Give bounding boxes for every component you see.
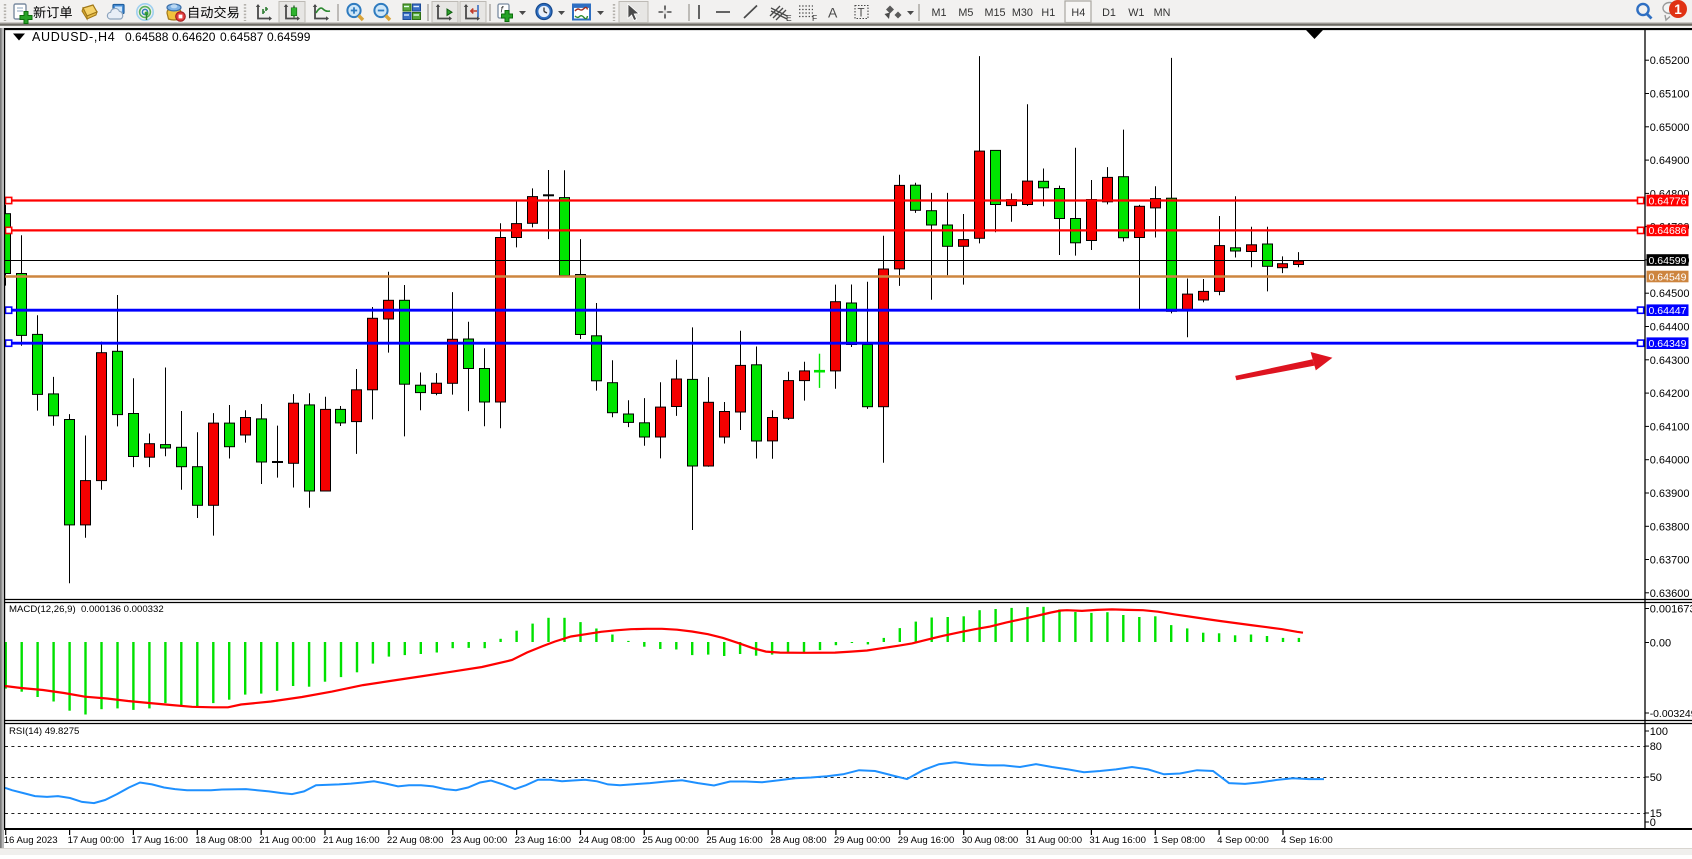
svg-text:31 Aug 00:00: 31 Aug 00:00 xyxy=(1026,835,1083,846)
svg-text:T: T xyxy=(858,8,865,20)
svg-text:0.64300: 0.64300 xyxy=(1650,355,1690,367)
svg-text:0.64776: 0.64776 xyxy=(1649,195,1687,207)
svg-text:0.65200: 0.65200 xyxy=(1650,55,1690,67)
svg-text:D1: D1 xyxy=(1102,7,1116,19)
svg-text:29 Aug 16:00: 29 Aug 16:00 xyxy=(898,835,955,846)
svg-text:H1: H1 xyxy=(1041,7,1055,19)
svg-text:A: A xyxy=(828,5,838,21)
svg-text:29 Aug 00:00: 29 Aug 00:00 xyxy=(834,835,891,846)
svg-text:0.001673: 0.001673 xyxy=(1650,604,1692,616)
svg-text:100: 100 xyxy=(1650,726,1668,738)
svg-text:0.64549: 0.64549 xyxy=(1649,271,1687,283)
svg-text:0.64000: 0.64000 xyxy=(1650,455,1690,467)
svg-text:25 Aug 00:00: 25 Aug 00:00 xyxy=(642,835,699,846)
svg-text:0.64500: 0.64500 xyxy=(1650,288,1690,300)
svg-text:0.63800: 0.63800 xyxy=(1650,521,1690,533)
svg-text:23 Aug 00:00: 23 Aug 00:00 xyxy=(451,835,508,846)
svg-text:0.64686: 0.64686 xyxy=(1649,225,1687,237)
svg-text:MN: MN xyxy=(1154,7,1171,19)
svg-text:0.63600: 0.63600 xyxy=(1650,588,1690,600)
svg-text:17 Aug 00:00: 17 Aug 00:00 xyxy=(68,835,125,846)
svg-text:1: 1 xyxy=(1674,2,1682,17)
svg-text:4 Sep 00:00: 4 Sep 00:00 xyxy=(1217,835,1269,846)
svg-text:0.63900: 0.63900 xyxy=(1650,488,1690,500)
svg-text:25 Aug 16:00: 25 Aug 16:00 xyxy=(706,835,763,846)
svg-text:H4: H4 xyxy=(1071,7,1085,19)
svg-text:0.63700: 0.63700 xyxy=(1650,555,1690,567)
svg-text:0.64200: 0.64200 xyxy=(1650,388,1690,400)
svg-text:0.64400: 0.64400 xyxy=(1650,322,1690,334)
svg-text:AUDUSD-,H4: AUDUSD-,H4 xyxy=(32,30,115,44)
svg-text:0.64587: 0.64587 xyxy=(220,30,264,44)
svg-text:28 Aug 08:00: 28 Aug 08:00 xyxy=(770,835,827,846)
svg-text:21 Aug 16:00: 21 Aug 16:00 xyxy=(323,835,380,846)
svg-text:21 Aug 00:00: 21 Aug 00:00 xyxy=(259,835,316,846)
svg-text:0.64620: 0.64620 xyxy=(172,30,216,44)
svg-text:30 Aug 08:00: 30 Aug 08:00 xyxy=(962,835,1019,846)
svg-text:0.64349: 0.64349 xyxy=(1649,338,1687,350)
svg-text:0.64599: 0.64599 xyxy=(1649,255,1687,267)
svg-text:0.64599: 0.64599 xyxy=(267,30,311,44)
svg-text:0.64447: 0.64447 xyxy=(1649,305,1687,317)
svg-text:M30: M30 xyxy=(1012,7,1033,19)
svg-text:24 Aug 08:00: 24 Aug 08:00 xyxy=(579,835,636,846)
svg-text:0.00: 0.00 xyxy=(1650,638,1671,650)
svg-text:1 Sep 08:00: 1 Sep 08:00 xyxy=(1153,835,1205,846)
svg-text:4 Sep 16:00: 4 Sep 16:00 xyxy=(1281,835,1333,846)
svg-text:-0.003249: -0.003249 xyxy=(1650,709,1692,720)
svg-text:0.64900: 0.64900 xyxy=(1650,155,1690,167)
svg-text:50: 50 xyxy=(1650,772,1662,784)
svg-text:23 Aug 16:00: 23 Aug 16:00 xyxy=(515,835,572,846)
svg-text:E: E xyxy=(786,13,792,23)
svg-text:f: f xyxy=(501,5,505,15)
svg-text:31 Aug 16:00: 31 Aug 16:00 xyxy=(1089,835,1146,846)
svg-text:MACD(12,26,9) 0.000136 0.0003: MACD(12,26,9) 0.000136 0.000332 xyxy=(9,604,164,615)
svg-text:16 Aug 2023: 16 Aug 2023 xyxy=(4,835,58,846)
svg-text:22 Aug 08:00: 22 Aug 08:00 xyxy=(387,835,444,846)
svg-text:RSI(14) 49.8275: RSI(14) 49.8275 xyxy=(9,726,79,737)
svg-text:15: 15 xyxy=(1650,808,1662,820)
svg-text:F: F xyxy=(812,13,817,23)
svg-text:M5: M5 xyxy=(958,7,973,19)
svg-text:W1: W1 xyxy=(1128,7,1144,19)
svg-text:0: 0 xyxy=(1650,817,1656,829)
svg-text:17 Aug 16:00: 17 Aug 16:00 xyxy=(131,835,188,846)
svg-text:0.65100: 0.65100 xyxy=(1650,89,1690,101)
svg-text:80: 80 xyxy=(1650,741,1662,753)
svg-text:M15: M15 xyxy=(985,7,1006,19)
svg-text:M1: M1 xyxy=(932,7,947,19)
svg-text:18 Aug 08:00: 18 Aug 08:00 xyxy=(195,835,252,846)
svg-text:0.65000: 0.65000 xyxy=(1650,122,1690,134)
svg-text:0.64100: 0.64100 xyxy=(1650,421,1690,433)
svg-text:0.64588: 0.64588 xyxy=(125,30,169,44)
